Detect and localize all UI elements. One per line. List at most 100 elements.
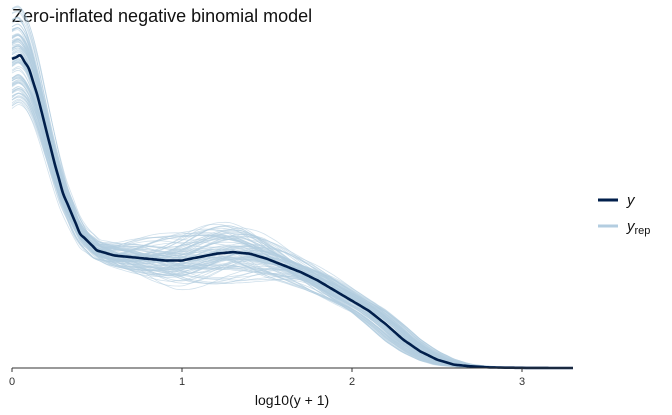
yrep-line	[11, 81, 570, 369]
yrep-line	[11, 76, 570, 369]
yrep-line	[11, 19, 570, 369]
yrep-line	[11, 34, 570, 369]
yrep-line	[11, 47, 570, 369]
yrep-line	[11, 74, 570, 369]
yrep-line	[11, 59, 570, 369]
yrep-line	[11, 86, 570, 369]
yrep-line	[11, 77, 570, 369]
yrep-line	[11, 48, 570, 369]
yrep-line	[11, 39, 570, 369]
y-line-layer	[11, 54, 573, 370]
yrep-line	[11, 43, 570, 369]
x-tick-label: 3	[519, 376, 525, 388]
yrep-line	[11, 33, 570, 369]
yrep-line	[11, 34, 570, 369]
yrep-line	[11, 66, 570, 369]
yrep-line	[11, 88, 570, 369]
yrep-lines	[11, 5, 570, 369]
yrep-line	[11, 35, 570, 369]
yrep-line	[11, 41, 570, 369]
yrep-line	[11, 96, 570, 369]
yrep-line	[11, 45, 570, 369]
chart-title: Zero-inflated negative binomial model	[12, 6, 312, 26]
yrep-line	[11, 93, 570, 369]
yrep-line	[11, 27, 570, 369]
yrep-line	[11, 98, 570, 369]
yrep-line	[11, 61, 570, 369]
yrep-line	[11, 77, 570, 369]
yrep-line	[11, 92, 570, 369]
yrep-line	[11, 51, 570, 369]
yrep-line	[11, 58, 570, 369]
yrep-line	[11, 86, 570, 369]
yrep-line	[11, 82, 570, 369]
legend-label-yrep: yrep	[626, 218, 650, 237]
yrep-line	[11, 61, 570, 369]
yrep-line	[11, 88, 570, 369]
yrep-line	[11, 37, 570, 369]
yrep-line	[11, 27, 570, 369]
legend-label-y: y	[626, 192, 636, 209]
yrep-line	[11, 88, 570, 369]
yrep-line	[11, 75, 570, 369]
x-tick-label: 0	[9, 376, 15, 388]
yrep-line	[11, 74, 570, 369]
x-tick-label: 2	[349, 376, 355, 388]
yrep-line	[11, 95, 570, 369]
yrep-line	[11, 57, 570, 369]
yrep-line	[11, 67, 570, 369]
yrep-line	[11, 60, 570, 369]
yrep-line	[11, 45, 570, 369]
yrep-line	[11, 62, 570, 369]
yrep-line	[11, 90, 570, 369]
yrep-line	[11, 74, 570, 369]
yrep-line	[11, 102, 570, 369]
yrep-line	[11, 45, 570, 369]
yrep-line	[11, 45, 570, 369]
legend: y yrep	[598, 192, 650, 237]
yrep-line	[11, 96, 570, 369]
x-axis-ticks: 0 1 2 3	[9, 368, 525, 388]
yrep-line	[11, 89, 570, 369]
yrep-line	[11, 79, 570, 369]
y-line	[11, 54, 573, 370]
yrep-line	[11, 16, 570, 369]
yrep-line	[11, 75, 570, 369]
yrep-line	[11, 23, 570, 369]
yrep-line	[11, 5, 570, 369]
yrep-line	[11, 81, 570, 369]
yrep-line	[11, 99, 570, 369]
yrep-line	[11, 27, 570, 369]
x-axis-title: log10(y + 1)	[255, 392, 329, 408]
yrep-line	[11, 59, 570, 369]
yrep-line	[11, 92, 570, 369]
yrep-line	[11, 39, 570, 369]
yrep-line	[11, 41, 570, 369]
yrep-line	[11, 47, 570, 369]
yrep-line	[11, 62, 570, 369]
yrep-line	[11, 39, 570, 369]
yrep-line	[11, 40, 570, 369]
yrep-line	[11, 92, 570, 369]
yrep-line	[11, 50, 570, 369]
yrep-line	[11, 33, 570, 369]
yrep-line	[11, 45, 570, 369]
yrep-line	[11, 101, 570, 369]
yrep-line	[11, 35, 570, 369]
yrep-line	[11, 23, 570, 369]
yrep-line	[11, 7, 570, 369]
yrep-line	[11, 61, 570, 369]
yrep-line	[11, 82, 570, 369]
yrep-line	[11, 50, 570, 369]
yrep-line	[11, 27, 570, 369]
yrep-line	[11, 79, 570, 369]
x-tick-label: 1	[179, 376, 185, 388]
yrep-line	[11, 6, 570, 369]
yrep-line	[11, 77, 570, 369]
yrep-line	[11, 69, 570, 369]
yrep-line	[11, 38, 570, 369]
yrep-line	[11, 10, 570, 369]
yrep-line	[11, 27, 570, 369]
yrep-line	[11, 44, 570, 369]
